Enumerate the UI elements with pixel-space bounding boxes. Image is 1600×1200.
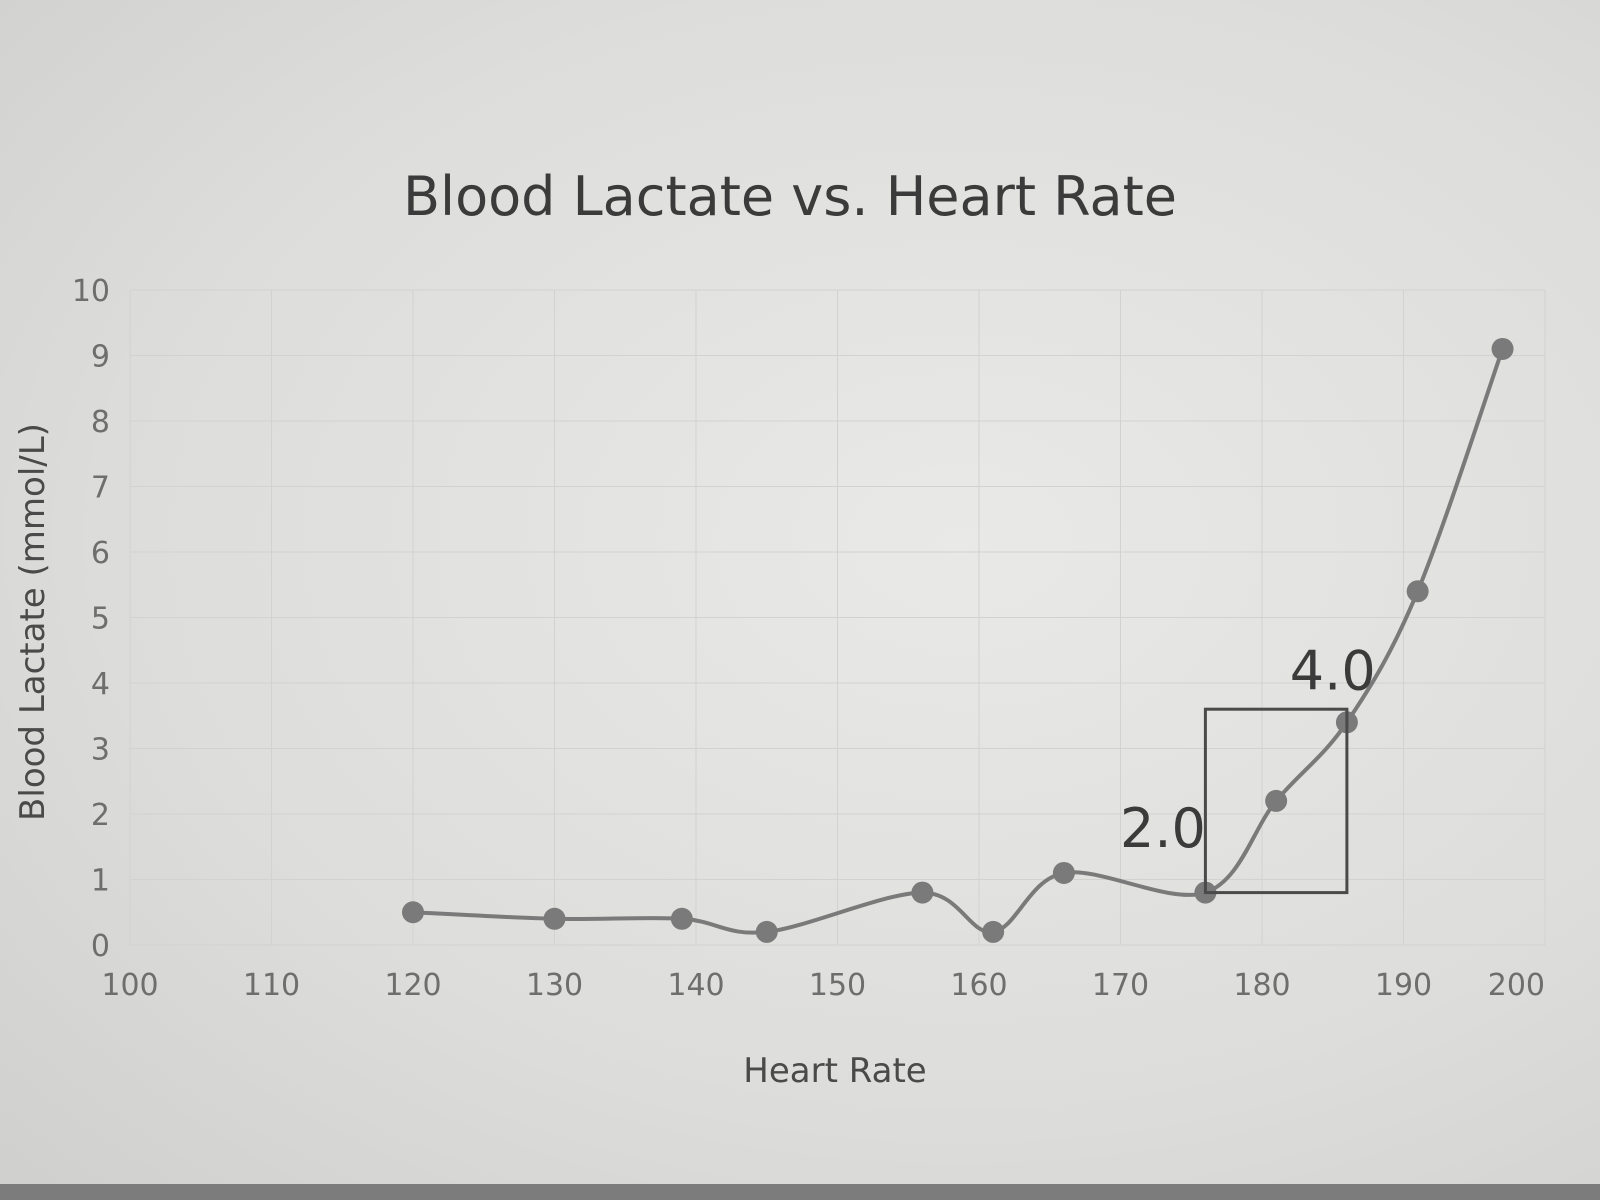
data-point (543, 907, 566, 930)
x-axis-title: Heart Rate (743, 1051, 926, 1091)
data-point (402, 901, 424, 924)
x-tick-label: 160 (950, 968, 1007, 1003)
x-tick-label: 140 (667, 968, 724, 1003)
y-tick-label: 2 (91, 798, 110, 833)
y-tick-label: 9 (91, 340, 110, 375)
data-point (911, 881, 934, 904)
grid-layer (129, 289, 1546, 946)
annotation-label: 2.0 (1120, 797, 1206, 860)
y-tick-label: 6 (91, 536, 110, 571)
desk-edge (0, 1184, 1600, 1200)
y-tick-label: 1 (91, 864, 110, 899)
highlight-box (1203, 707, 1349, 895)
x-tick-label: 180 (1233, 968, 1290, 1003)
y-tick-label: 7 (91, 471, 110, 506)
y-tick-label: 10 (72, 274, 110, 309)
y-tick-label: 5 (91, 602, 110, 637)
x-tick-label: 200 (1488, 968, 1545, 1003)
x-axis-ticks: 100 110 120 130 140 150 160 170 180 190 200 (101, 968, 1545, 1003)
y-axis-title: Blood Lactate (mmol/L) (13, 423, 53, 821)
x-tick-label: 120 (384, 968, 441, 1003)
data-point (670, 907, 693, 930)
chart-title: Blood Lactate vs. Heart Rate (403, 165, 1177, 228)
y-tick-label: 8 (91, 405, 110, 440)
series-layer (402, 337, 1514, 943)
annotation-layer: 2.0 4.0 (1120, 640, 1376, 895)
x-tick-label: 170 (1092, 968, 1149, 1003)
annotation-label: 4.0 (1290, 640, 1376, 703)
data-point (1052, 861, 1075, 884)
x-tick-label: 130 (526, 968, 583, 1003)
data-point (1406, 580, 1429, 603)
data-point (1491, 337, 1514, 360)
x-tick-label: 150 (809, 968, 866, 1003)
y-tick-label: 0 (91, 929, 110, 964)
y-tick-label: 4 (91, 667, 110, 702)
data-point (1265, 789, 1288, 812)
data-point (982, 920, 1005, 943)
y-tick-label: 3 (91, 733, 110, 768)
y-axis-ticks: 0 1 2 3 4 5 6 7 8 9 10 (72, 274, 110, 964)
x-tick-label: 100 (101, 968, 158, 1003)
data-point (755, 920, 778, 943)
x-tick-label: 110 (243, 968, 300, 1003)
x-tick-label: 190 (1375, 968, 1432, 1003)
